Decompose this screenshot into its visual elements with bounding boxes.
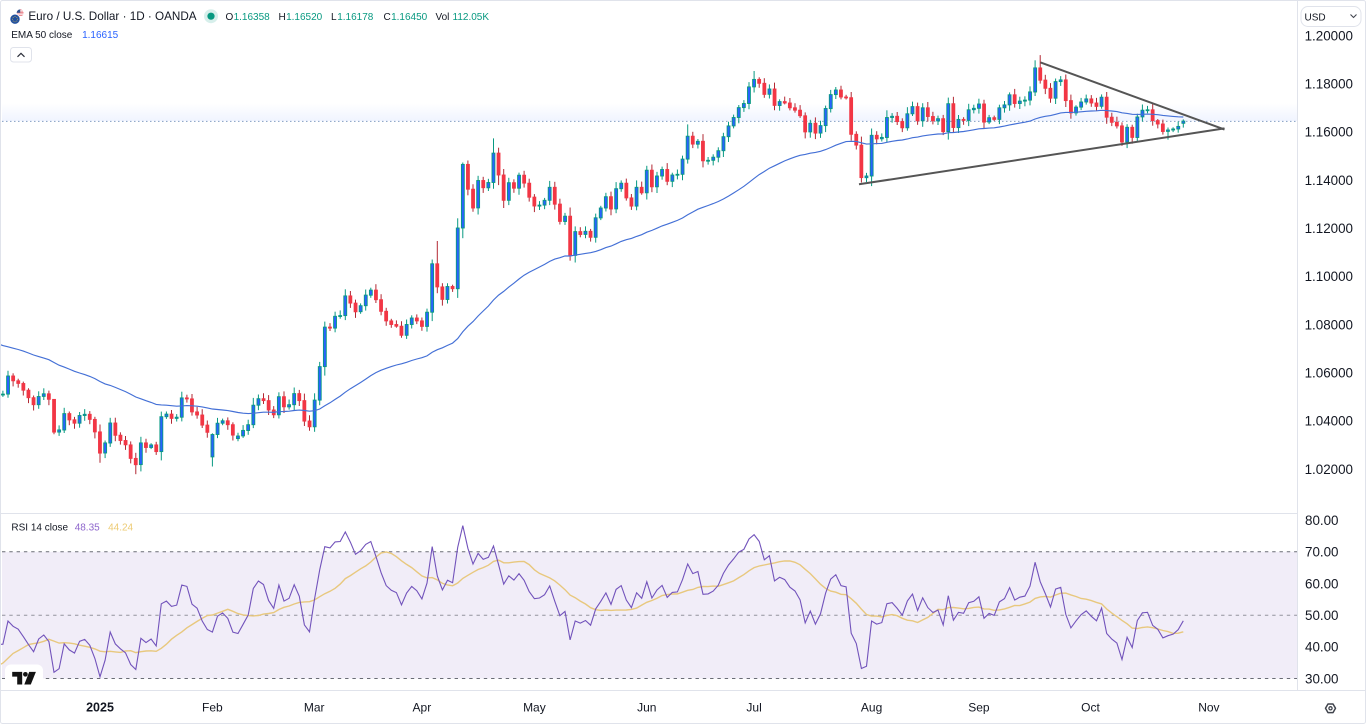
svg-text:Apr: Apr bbox=[413, 700, 432, 714]
svg-text:60.00: 60.00 bbox=[1305, 576, 1339, 591]
svg-text:1.06000: 1.06000 bbox=[1305, 366, 1353, 381]
svg-text:USD: USD bbox=[1305, 12, 1326, 23]
svg-text:1.18000: 1.18000 bbox=[1305, 77, 1353, 92]
svg-text:Feb: Feb bbox=[202, 700, 223, 714]
svg-text:112.05K: 112.05K bbox=[453, 12, 490, 23]
svg-text:EMA 50 close: EMA 50 close bbox=[11, 30, 73, 41]
svg-text:1.10000: 1.10000 bbox=[1305, 269, 1353, 284]
svg-text:L: L bbox=[331, 12, 337, 23]
svg-text:Jun: Jun bbox=[637, 700, 656, 714]
svg-text:1.04000: 1.04000 bbox=[1305, 414, 1353, 429]
svg-text:40.00: 40.00 bbox=[1305, 640, 1339, 655]
svg-text:44.24: 44.24 bbox=[108, 523, 133, 534]
svg-text:Oct: Oct bbox=[1081, 700, 1100, 714]
svg-text:1.16450: 1.16450 bbox=[391, 12, 428, 23]
svg-text:2025: 2025 bbox=[86, 700, 114, 714]
svg-text:1.08000: 1.08000 bbox=[1305, 317, 1353, 332]
svg-text:48.35: 48.35 bbox=[75, 523, 100, 534]
svg-text:RSI 14 close: RSI 14 close bbox=[11, 523, 68, 534]
svg-text:1.16615: 1.16615 bbox=[82, 30, 119, 41]
svg-text:H: H bbox=[279, 12, 286, 23]
svg-text:Jul: Jul bbox=[746, 700, 761, 714]
svg-text:1.16178: 1.16178 bbox=[337, 12, 374, 23]
svg-text:C: C bbox=[384, 12, 391, 23]
svg-text:30.00: 30.00 bbox=[1305, 671, 1339, 686]
svg-text:70.00: 70.00 bbox=[1305, 545, 1339, 560]
svg-text:Mar: Mar bbox=[304, 700, 325, 714]
svg-text:May: May bbox=[523, 700, 546, 714]
svg-text:1.16000: 1.16000 bbox=[1305, 125, 1353, 140]
svg-text:1.02000: 1.02000 bbox=[1305, 462, 1353, 477]
svg-text:1.16358: 1.16358 bbox=[234, 12, 271, 23]
svg-text:1.20000: 1.20000 bbox=[1305, 28, 1353, 43]
svg-text:Nov: Nov bbox=[1198, 700, 1219, 714]
svg-text:O: O bbox=[226, 12, 234, 23]
svg-text:Sep: Sep bbox=[968, 700, 990, 714]
svg-text:1.14000: 1.14000 bbox=[1305, 173, 1353, 188]
svg-text:1.16520: 1.16520 bbox=[286, 12, 323, 23]
svg-text:1.12000: 1.12000 bbox=[1305, 221, 1353, 236]
svg-text:80.00: 80.00 bbox=[1305, 513, 1339, 528]
svg-text:Vol: Vol bbox=[436, 12, 450, 23]
svg-text:Euro / U.S. Dollar · 1D · OAND: Euro / U.S. Dollar · 1D · OANDA bbox=[28, 10, 196, 23]
svg-text:Aug: Aug bbox=[861, 700, 882, 714]
svg-text:50.00: 50.00 bbox=[1305, 608, 1339, 623]
